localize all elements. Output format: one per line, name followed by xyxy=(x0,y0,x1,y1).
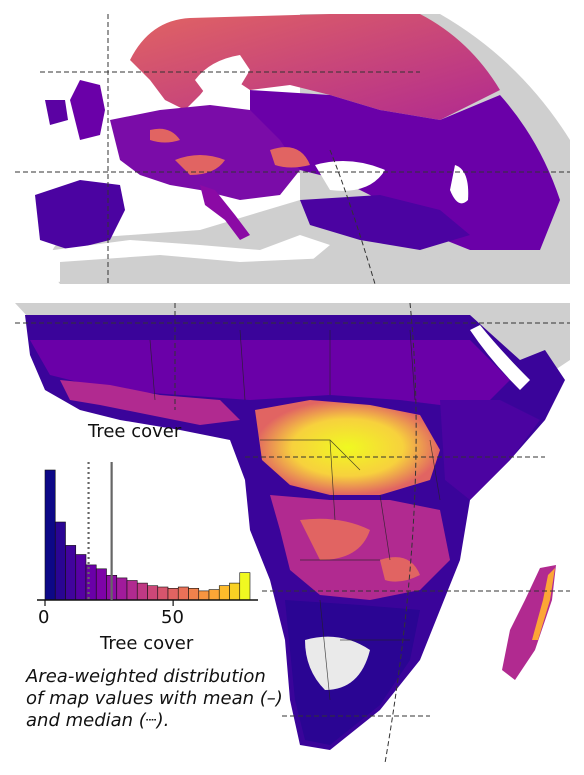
africa-panel xyxy=(15,303,570,763)
africa-borders xyxy=(149,329,441,701)
europe-central xyxy=(110,105,300,200)
africa-miombo-hot xyxy=(300,518,420,582)
africa-madagascar-east xyxy=(532,568,555,640)
histogram-xlabel: Tree cover xyxy=(100,633,194,654)
africa-graticule xyxy=(15,303,570,763)
africa-sahel xyxy=(30,340,510,410)
histogram-bar xyxy=(126,580,138,601)
histogram-bar xyxy=(177,586,189,601)
africa-west-forest xyxy=(60,380,240,425)
europe-iberia xyxy=(35,180,125,250)
europe-scandinavia xyxy=(130,14,500,120)
africa-congo-forest xyxy=(255,400,440,495)
x-tick-label-0: 0 xyxy=(38,607,50,628)
europe-ireland xyxy=(45,100,68,125)
histogram-bar xyxy=(136,582,148,601)
histogram-bar xyxy=(54,521,66,601)
africa-kalahari xyxy=(305,636,370,690)
histogram-title: Tree cover xyxy=(88,421,182,442)
histogram-bar xyxy=(218,585,230,601)
histogram-bar xyxy=(239,572,251,601)
x-tick-label-50: 50 xyxy=(161,607,184,628)
histogram-inset xyxy=(37,462,258,606)
europe-turkey xyxy=(300,195,470,250)
histogram-bar xyxy=(75,554,87,601)
caption: Area-weighted distribution of map values… xyxy=(26,666,326,732)
europe-north-africa xyxy=(60,255,470,284)
histogram-bar xyxy=(208,589,220,601)
europe-forests xyxy=(150,128,310,175)
histogram-bar xyxy=(65,545,77,601)
europe-britain xyxy=(70,80,105,140)
africa-east xyxy=(440,400,540,500)
histogram-bar xyxy=(147,585,159,601)
sea-baltic xyxy=(195,55,250,100)
histogram-bar xyxy=(188,587,200,601)
histogram-bar xyxy=(44,469,56,601)
europe-panel xyxy=(15,14,570,284)
histogram-bar xyxy=(229,582,241,601)
europe-east xyxy=(250,90,560,250)
histogram-bar xyxy=(116,577,128,601)
histogram-bar xyxy=(198,590,210,601)
histogram-bar xyxy=(95,568,107,601)
caption-line-3: and median (┈). xyxy=(26,710,170,731)
sea-red xyxy=(470,325,530,390)
europe-graticule xyxy=(15,14,570,284)
histogram-bar xyxy=(167,587,179,601)
caption-line-2: of map values with mean (–) xyxy=(26,688,283,709)
africa-madagascar xyxy=(502,565,556,680)
europe-italy xyxy=(200,185,250,240)
histogram-bar xyxy=(157,586,169,601)
sea-caspian xyxy=(450,165,469,204)
sea-black xyxy=(315,161,385,191)
caption-line-1: Area-weighted distribution xyxy=(26,666,266,687)
